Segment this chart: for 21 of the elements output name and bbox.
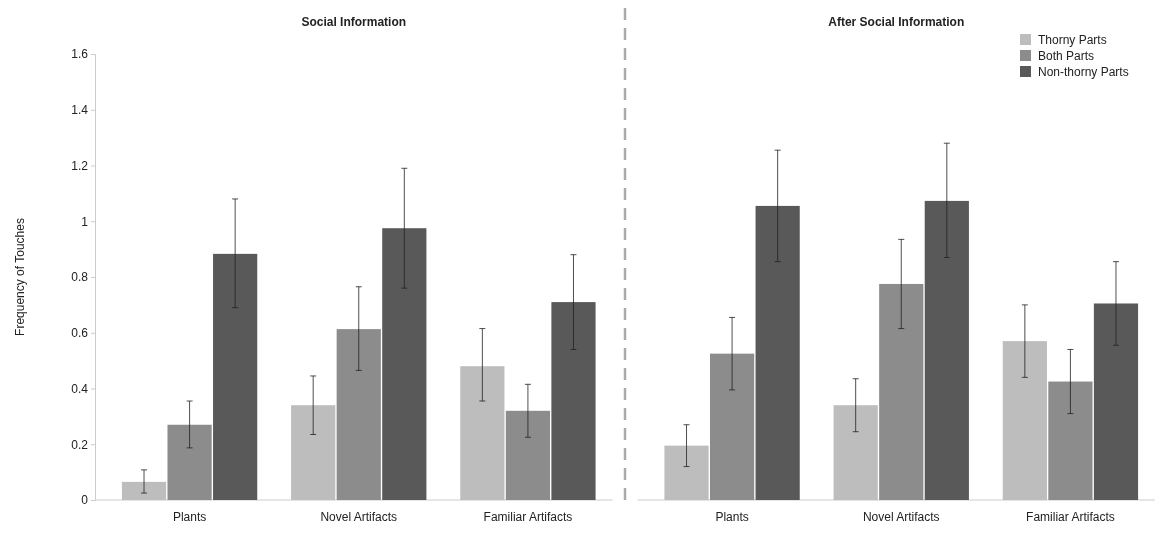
x-tick-label: Plants: [172, 509, 207, 524]
y-tick-label: 1.6: [71, 47, 89, 62]
legend-label: Non-thorny Parts: [1038, 65, 1129, 79]
y-tick-label: 1.2: [71, 158, 89, 173]
legend-label: Both Parts: [1038, 49, 1095, 63]
y-tick-label: 0.2: [71, 437, 89, 452]
x-tick-label: Novel Artifacts: [320, 509, 398, 524]
y-axis-title: Frequency of Touches: [13, 218, 27, 336]
x-tick-label: Familiar Artifacts: [1026, 509, 1115, 524]
y-tick-label: 0.8: [71, 270, 89, 285]
y-tick-label: 1: [81, 214, 89, 229]
chart-title: After Social Information: [828, 15, 965, 29]
x-tick-label: Plants: [715, 509, 749, 524]
x-tick-label: Familiar Artifacts: [483, 509, 573, 524]
y-tick-label: 0.4: [71, 381, 89, 396]
legend-label: Thorny Parts: [1038, 33, 1107, 47]
x-tick-label: Novel Artifacts: [862, 509, 940, 524]
y-tick-label: 0.6: [71, 326, 89, 341]
y-tick-label: 0: [81, 493, 89, 508]
y-tick-label: 1.4: [71, 103, 89, 118]
chart-title: Social Information: [301, 15, 407, 29]
